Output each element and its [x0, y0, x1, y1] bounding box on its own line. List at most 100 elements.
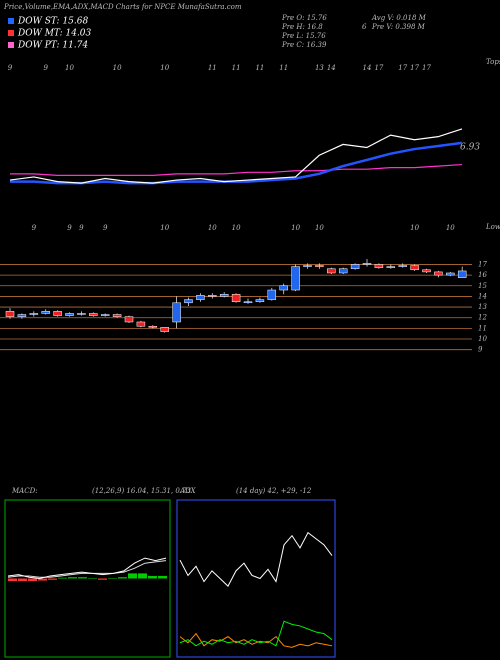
- candle-body: [410, 265, 419, 271]
- candle-body: [5, 311, 15, 317]
- date-label: 10: [160, 224, 169, 232]
- y-tick-label: 10: [478, 335, 487, 343]
- candle-body: [219, 294, 229, 297]
- date-label: 9: [67, 224, 72, 232]
- candle-body: [172, 302, 181, 323]
- info-text: Pre L: 15.76: [281, 32, 326, 40]
- histogram-bar: [78, 577, 87, 579]
- series-line: [9, 128, 463, 184]
- date-label: 11: [279, 64, 288, 72]
- adx-frame: [176, 499, 336, 658]
- y-tick-label: 15: [478, 282, 487, 290]
- legend-swatch: [8, 30, 14, 36]
- histogram-bar: [158, 575, 167, 579]
- date-label: 11: [232, 64, 241, 72]
- info-text: 6: [362, 23, 367, 31]
- candle-body: [184, 299, 193, 304]
- candle-body: [100, 314, 110, 316]
- lows-label: Lows: [485, 223, 500, 231]
- histogram-bar: [18, 578, 27, 582]
- y-tick-label: 13: [478, 303, 487, 311]
- date-label: 10: [65, 64, 74, 72]
- series-line: [179, 632, 333, 648]
- date-label: 17: [410, 64, 419, 72]
- histogram-bar: [48, 578, 57, 580]
- histogram-bar: [38, 578, 47, 581]
- candle-body: [386, 266, 396, 268]
- legend-entry: DOW PT: 11.74: [17, 41, 88, 51]
- candle-body: [243, 301, 253, 303]
- info-text: Pre O: 15.76: [281, 14, 327, 22]
- candle-body: [315, 265, 324, 267]
- date-label: 14: [363, 64, 372, 72]
- candle-body: [327, 268, 336, 274]
- histogram-bar: [8, 578, 17, 582]
- date-label: 10: [446, 224, 455, 232]
- histogram-bar: [108, 578, 117, 579]
- info-text: Pre H: 16.8: [281, 23, 323, 31]
- candle-body: [112, 314, 122, 317]
- candle-body: [398, 265, 407, 267]
- candle-body: [208, 295, 217, 297]
- date-label: 9: [103, 224, 108, 232]
- candle-body: [434, 271, 443, 276]
- candle-body: [446, 272, 455, 276]
- date-label: 11: [255, 64, 264, 72]
- info-text: Avg V: 0.018 M: [371, 14, 427, 22]
- histogram-bar: [98, 578, 107, 580]
- candle-body: [196, 295, 205, 300]
- date-label: 10: [232, 224, 241, 232]
- adx-values: (14 day) 42, +29, -12: [236, 487, 312, 495]
- date-label: 9: [79, 224, 84, 232]
- histogram-bar: [148, 575, 157, 579]
- candle-body: [231, 294, 241, 302]
- date-label: 10: [160, 64, 169, 72]
- date-label: 10: [113, 64, 122, 72]
- candle-body: [136, 321, 146, 327]
- candle-body: [89, 313, 98, 316]
- legend-entry: DOW MT: 14.03: [17, 29, 92, 39]
- y-tick-label: 9: [478, 346, 483, 354]
- candle-body: [41, 311, 50, 314]
- date-label: 17: [422, 64, 431, 72]
- legend-entry: DOW ST: 15.68: [17, 17, 88, 27]
- histogram-bar: [88, 578, 97, 579]
- candle-body: [350, 264, 360, 269]
- candle-body: [53, 311, 62, 316]
- candle-body: [65, 313, 74, 316]
- macd-title: MACD:: [11, 487, 38, 495]
- date-label: 17: [374, 64, 383, 72]
- histogram-bar: [118, 577, 127, 579]
- y-tick-label: 12: [478, 314, 487, 322]
- candle-body: [160, 327, 169, 332]
- date-label: 13: [315, 64, 324, 72]
- candle-body: [17, 314, 27, 317]
- date-label: 17: [398, 64, 407, 72]
- date-label: 10: [208, 224, 217, 232]
- y-tick-label: 11: [478, 324, 487, 332]
- tops-label: Tops: [486, 58, 500, 66]
- series-line: [7, 560, 167, 578]
- candle-body: [267, 289, 277, 300]
- chart-title: Price,Volume,EMA,ADX,MACD Charts for NPC…: [3, 3, 242, 11]
- series-line: [10, 141, 463, 185]
- ema-value: 6.93: [460, 143, 480, 153]
- histogram-bar: [58, 577, 67, 579]
- series-line: [7, 557, 167, 580]
- legend-swatch: [8, 18, 14, 24]
- date-label: 14: [327, 64, 336, 72]
- date-label: 9: [43, 64, 48, 72]
- histogram-bar: [128, 573, 137, 579]
- macd-values: (12,26,9) 16.04, 15.31, 0.73: [92, 487, 192, 495]
- candle-body: [148, 325, 158, 328]
- candle-body: [77, 313, 86, 315]
- date-label: 11: [208, 64, 217, 72]
- candle-body: [291, 266, 300, 291]
- histogram-bar: [68, 577, 77, 579]
- candle-body: [362, 263, 372, 265]
- date-label: 10: [315, 224, 324, 232]
- adx-title: ADX: [179, 487, 197, 495]
- candle-body: [303, 265, 312, 267]
- candle-body: [374, 264, 384, 268]
